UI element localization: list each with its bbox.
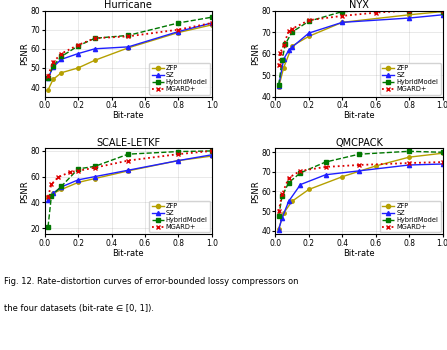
Y-axis label: PSNR: PSNR <box>251 180 260 203</box>
Legend: ZFP, SZ, HybridModel, MGARD+: ZFP, SZ, HybridModel, MGARD+ <box>380 63 441 94</box>
Text: Fig. 12. Rate–distortion curves of error-bounded lossy compressors on: Fig. 12. Rate–distortion curves of error… <box>4 276 299 286</box>
Title: Hurricane: Hurricane <box>104 0 152 10</box>
X-axis label: Bit-rate: Bit-rate <box>113 111 144 120</box>
Title: NYX: NYX <box>349 0 369 10</box>
Legend: ZFP, SZ, HybridModel, MGARD+: ZFP, SZ, HybridModel, MGARD+ <box>149 63 210 94</box>
X-axis label: Bit-rate: Bit-rate <box>113 249 144 258</box>
Text: the four datasets (bit-rate ∈ [0, 1]).: the four datasets (bit-rate ∈ [0, 1]). <box>4 304 155 314</box>
X-axis label: Bit-rate: Bit-rate <box>343 111 375 120</box>
Title: SCALE-LETKF: SCALE-LETKF <box>96 138 160 148</box>
Legend: ZFP, SZ, HybridModel, MGARD+: ZFP, SZ, HybridModel, MGARD+ <box>149 201 210 232</box>
Y-axis label: PSNR: PSNR <box>21 180 30 203</box>
Y-axis label: PSNR: PSNR <box>251 42 260 65</box>
X-axis label: Bit-rate: Bit-rate <box>343 249 375 258</box>
Y-axis label: PSNR: PSNR <box>21 42 30 65</box>
Legend: ZFP, SZ, HybridModel, MGARD+: ZFP, SZ, HybridModel, MGARD+ <box>380 201 441 232</box>
Title: QMCPACK: QMCPACK <box>335 138 383 148</box>
